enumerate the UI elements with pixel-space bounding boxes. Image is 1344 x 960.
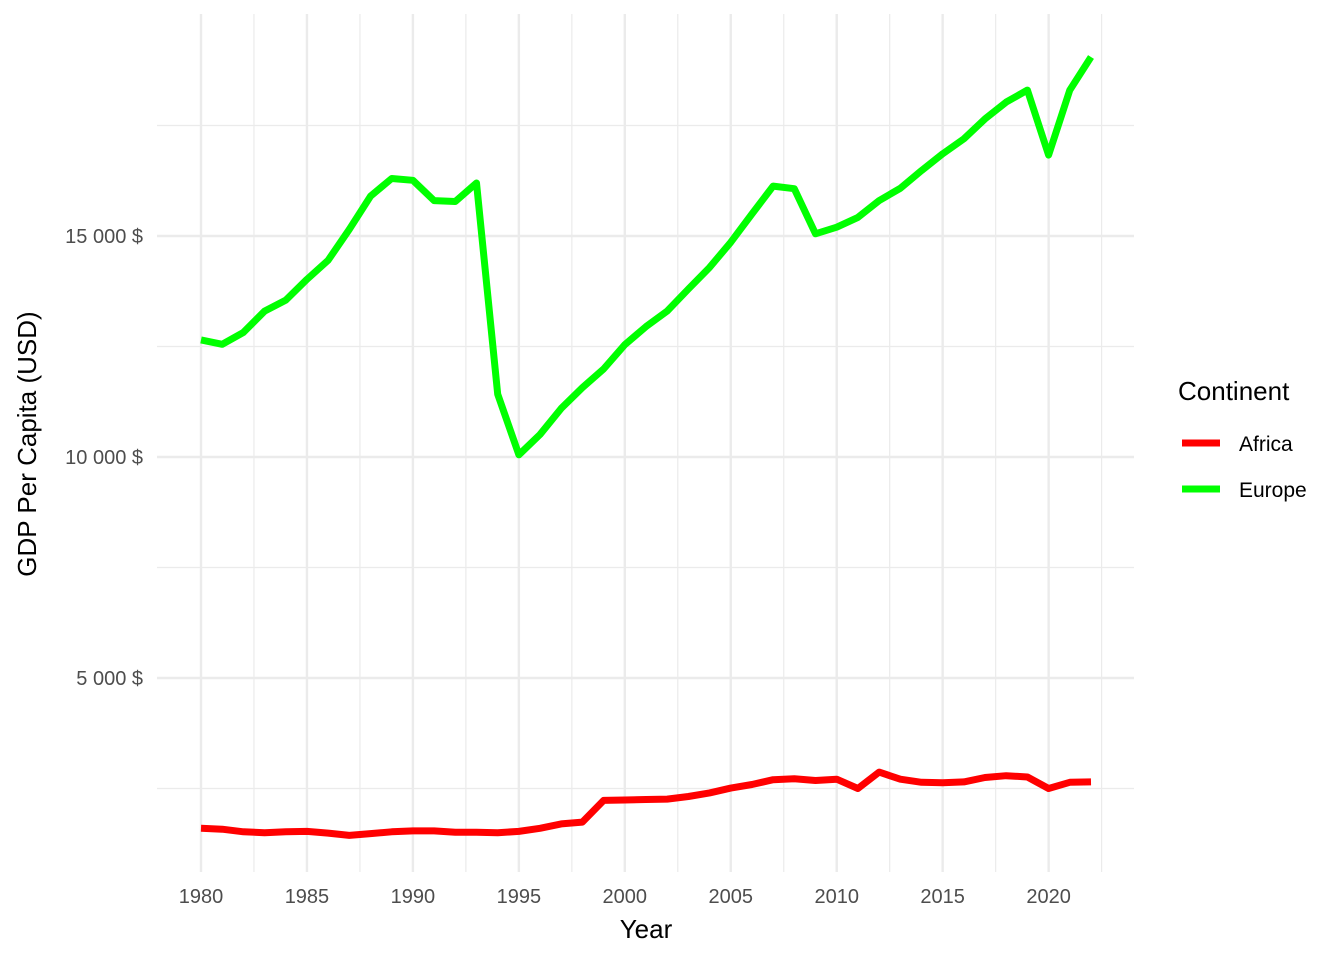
legend-label-europe: Europe [1239,479,1307,502]
legend: Continent Africa Europe [1178,376,1307,502]
y-axis-title: GDP Per Capita (USD) [12,311,42,576]
y-tick-label: 15 000 $ [65,226,143,248]
series-line-africa [200,768,1092,839]
x-tick-label: 2000 [603,886,648,908]
x-axis-title: Year [620,914,673,944]
legend-title: Continent [1178,376,1290,406]
x-tick-label: 2020 [1026,886,1071,908]
x-tick-label: 1980 [179,886,224,908]
x-tick-label: 2010 [814,886,859,908]
x-tick-label: 2005 [709,886,754,908]
series-line-europe [200,55,1094,459]
x-tick-label: 1990 [391,886,436,908]
series-lines [200,55,1094,839]
y-tick-label: 5 000 $ [76,668,143,690]
x-axis-tick-labels: 1980 1985 1990 1995 2000 2005 2010 2015 2020 [179,886,1071,908]
legend-label-africa: Africa [1239,433,1293,456]
x-tick-label: 1995 [497,886,542,908]
x-tick-label: 2015 [920,886,965,908]
y-tick-label: 10 000 $ [65,447,143,469]
gridlines [157,14,1134,872]
x-tick-label: 1985 [285,886,330,908]
y-axis-tick-labels: 5 000 $ 10 000 $ 15 000 $ [65,226,143,690]
